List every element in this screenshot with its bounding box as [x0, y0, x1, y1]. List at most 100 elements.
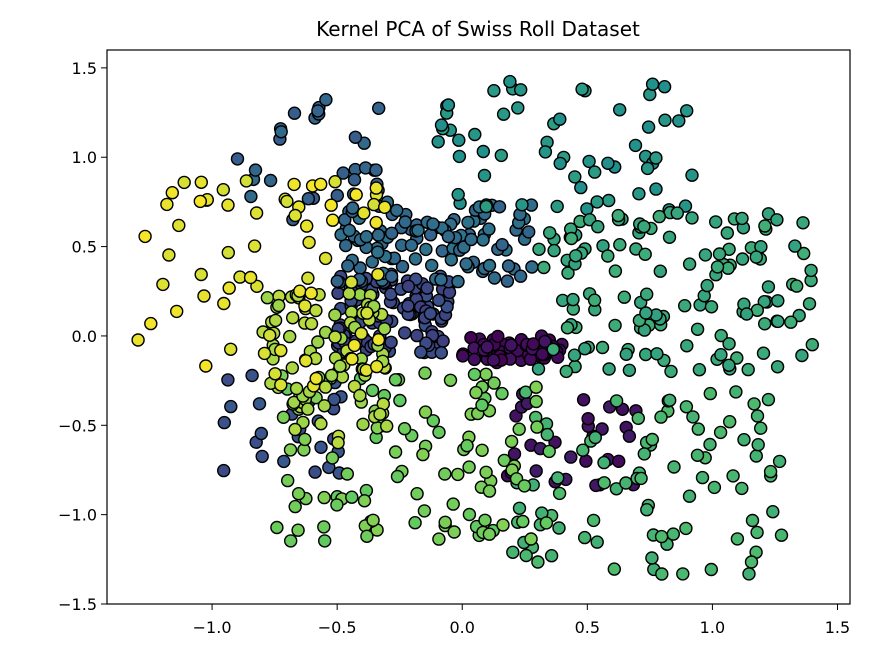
- scatter-point: [300, 219, 314, 233]
- scatter-point: [301, 191, 316, 206]
- scatter-point: [335, 370, 350, 384]
- scatter-point: [197, 289, 211, 303]
- scatter-point: [751, 438, 765, 452]
- scatter-point: [657, 79, 672, 94]
- scatter-point: [165, 185, 180, 200]
- scatter-point: [698, 248, 713, 262]
- scatter-point: [328, 174, 342, 189]
- scatter-point: [680, 339, 694, 353]
- scatter-point: [662, 230, 677, 245]
- scatter-point: [452, 133, 466, 147]
- scatter-point: [482, 222, 496, 236]
- scatter-point: [398, 326, 412, 340]
- scatter-point: [302, 235, 316, 250]
- scatter-point: [286, 311, 300, 325]
- scatter-point: [745, 513, 760, 528]
- scatter-point: [487, 83, 501, 98]
- scatter-point: [749, 250, 763, 264]
- scatter-point: [754, 421, 768, 435]
- scatter-point: [333, 359, 347, 373]
- scatter-point: [797, 246, 811, 261]
- scatter-point: [512, 422, 526, 436]
- scatter-point: [590, 195, 604, 209]
- scatter-point: [434, 118, 449, 132]
- scatter-point: [619, 476, 633, 490]
- scatter-point: [311, 104, 325, 118]
- scatter-point: [293, 284, 307, 298]
- scatter-point: [345, 490, 359, 504]
- scatter-point: [742, 567, 756, 581]
- scatter-point: [722, 358, 736, 372]
- scatter-point: [426, 414, 440, 428]
- scatter-point: [388, 373, 403, 387]
- scatter-point: [525, 260, 539, 274]
- scatter-point: [288, 422, 302, 437]
- scatter-point: [199, 359, 213, 373]
- scatter-point: [451, 467, 465, 482]
- scatter-point: [747, 397, 761, 411]
- scatter-point: [529, 394, 543, 409]
- scatter-point: [410, 328, 424, 343]
- scatter-point: [504, 434, 519, 449]
- scatter-point: [380, 419, 394, 433]
- scatter-point: [230, 152, 245, 166]
- scatter-point: [709, 215, 723, 229]
- scatter-point: [417, 504, 432, 518]
- scatter-point: [217, 296, 231, 311]
- scatter-point: [639, 347, 653, 362]
- scatter-point: [703, 386, 717, 401]
- scatter-point: [650, 347, 664, 361]
- scatter-point: [582, 154, 596, 169]
- scatter-point: [344, 275, 359, 289]
- scatter-point: [514, 83, 528, 97]
- scatter-point: [319, 92, 333, 107]
- scatter-point: [553, 156, 567, 171]
- scatter-point: [482, 258, 497, 273]
- scatter-point: [737, 433, 751, 447]
- scatter-point: [667, 460, 681, 474]
- scatter-point: [501, 259, 516, 273]
- scatter-point: [397, 422, 412, 436]
- y-tick-label: −1.5: [58, 595, 97, 614]
- scatter-point: [371, 228, 386, 242]
- scatter-point: [328, 330, 342, 344]
- scatter-point: [451, 274, 465, 289]
- scatter-point: [325, 451, 340, 465]
- scatter-point: [506, 545, 520, 559]
- scatter-point: [443, 373, 458, 387]
- scatter-point: [766, 505, 780, 519]
- scatter-point: [602, 362, 616, 376]
- scatter-point: [581, 412, 595, 426]
- scatter-point: [515, 198, 529, 212]
- scatter-point: [291, 523, 305, 537]
- scatter-point: [578, 342, 592, 356]
- scatter-point: [567, 348, 582, 362]
- scatter-point: [194, 267, 208, 282]
- scatter-point: [221, 198, 235, 212]
- scatter-point: [372, 101, 386, 116]
- scatter-point: [576, 393, 591, 407]
- scatter-point: [301, 271, 315, 285]
- scatter-point: [653, 264, 667, 278]
- scatter-point: [529, 464, 543, 478]
- scatter-point: [318, 251, 333, 266]
- scatter-point: [384, 269, 399, 284]
- scatter-point: [419, 242, 433, 257]
- scatter-point: [730, 532, 745, 546]
- scatter-point: [720, 226, 734, 240]
- scatter-point: [432, 293, 446, 307]
- scatter-point: [438, 467, 452, 481]
- scatter-point: [609, 482, 624, 496]
- scatter-point: [298, 432, 312, 447]
- scatter-point: [348, 130, 363, 145]
- scatter-point: [360, 529, 374, 543]
- scatter-point: [597, 476, 611, 490]
- scatter-point: [438, 515, 452, 529]
- scatter-point: [611, 208, 625, 223]
- scatter-point: [710, 260, 725, 274]
- scatter-point: [441, 98, 456, 112]
- x-tick-label: −0.5: [318, 618, 357, 637]
- scatter-point: [497, 453, 511, 468]
- scatter-point: [601, 156, 615, 171]
- scatter-point: [416, 447, 430, 462]
